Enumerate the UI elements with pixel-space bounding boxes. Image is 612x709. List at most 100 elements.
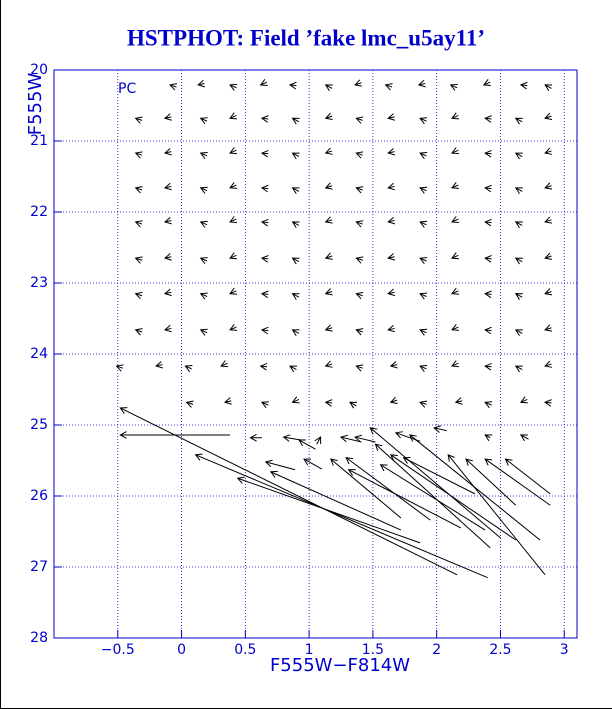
arrow: [115, 364, 124, 372]
arrow: [163, 113, 172, 121]
arrow: [514, 221, 523, 229]
arrow: [260, 115, 269, 123]
arrow: [236, 476, 421, 544]
arrow: [419, 257, 428, 265]
arrow: [354, 434, 376, 443]
arrow: [514, 329, 523, 337]
arrow: [389, 396, 398, 405]
y-tick-label: 22: [30, 204, 48, 220]
arrow: [345, 457, 431, 521]
arrow: [454, 397, 463, 405]
arrow: [355, 151, 364, 159]
arrow: [354, 79, 363, 87]
arrow: [134, 328, 143, 336]
arrow: [544, 112, 553, 121]
arrow: [169, 83, 178, 91]
arrow: [298, 439, 316, 450]
y-tick-label: 23: [30, 275, 48, 291]
arrow: [163, 182, 172, 191]
arrow: [544, 324, 553, 332]
y-tick-label: 27: [30, 559, 48, 575]
arrow: [339, 434, 362, 443]
arrow: [291, 187, 300, 195]
x-tick-label: 2: [432, 642, 441, 658]
arrow: [347, 469, 462, 529]
arrow: [184, 365, 193, 372]
y-tick-label: 25: [30, 417, 48, 433]
arrow: [484, 218, 492, 227]
arrow: [155, 361, 163, 369]
arrow: [484, 326, 492, 335]
arrow: [387, 182, 396, 191]
arrow: [260, 255, 269, 263]
arrow: [119, 407, 458, 576]
arrow: [223, 397, 232, 405]
arrow: [269, 470, 402, 531]
arrow: [379, 464, 486, 531]
arrow: [260, 184, 269, 193]
arrow: [289, 365, 297, 373]
arrow: [291, 257, 300, 265]
arrow: [419, 220, 428, 228]
arrow: [199, 257, 208, 265]
arrow: [451, 181, 460, 189]
arrow: [419, 400, 428, 408]
arrow: [199, 220, 208, 228]
arrow: [419, 152, 428, 159]
arrow: [229, 287, 238, 295]
arrow: [134, 151, 143, 159]
x-tick-label: 3: [560, 642, 569, 658]
arrow: [419, 365, 428, 372]
arrow: [465, 458, 517, 506]
arrow: [419, 186, 428, 194]
arrow: [324, 182, 333, 190]
arrow: [259, 79, 268, 86]
arrow: [229, 147, 238, 155]
arrow: [451, 323, 460, 331]
x-axis-label: F555W−F814W: [270, 655, 410, 676]
arrow: [451, 216, 460, 224]
arrow: [324, 84, 333, 92]
arrow: [514, 187, 523, 195]
arrow: [451, 147, 460, 155]
arrow: [134, 220, 143, 228]
arrow: [451, 112, 460, 120]
arrow: [519, 396, 528, 404]
arrow: [484, 115, 492, 123]
arrow: [324, 324, 333, 332]
arrow: [291, 293, 300, 300]
arrow: [324, 216, 333, 224]
arrow: [504, 458, 551, 495]
arrow: [449, 83, 458, 91]
arrow: [229, 83, 238, 91]
arrow: [291, 396, 300, 404]
arrow: [134, 186, 143, 194]
arrow: [229, 252, 238, 260]
arrow: [419, 117, 428, 125]
y-tick-label: 26: [30, 488, 48, 504]
arrow: [355, 186, 364, 194]
arrow: [260, 149, 269, 158]
arrow: [519, 434, 529, 442]
arrow: [199, 186, 208, 194]
arrow: [514, 365, 523, 373]
arrow: [387, 253, 396, 261]
arrow: [163, 148, 172, 156]
arrow: [484, 149, 492, 158]
arrow: [451, 287, 460, 295]
arrow: [355, 256, 364, 264]
arrow: [355, 220, 364, 228]
y-tick-label: 24: [30, 346, 48, 362]
arrow: [324, 147, 333, 155]
arrow: [249, 433, 262, 442]
arrow: [544, 182, 553, 190]
arrow: [282, 434, 301, 442]
arrow: [544, 147, 553, 155]
arrow: [264, 459, 296, 471]
arrow: [291, 152, 300, 160]
arrow: [119, 431, 231, 439]
arrow: [303, 458, 323, 470]
arrow: [134, 256, 143, 264]
arrow: [220, 360, 229, 368]
